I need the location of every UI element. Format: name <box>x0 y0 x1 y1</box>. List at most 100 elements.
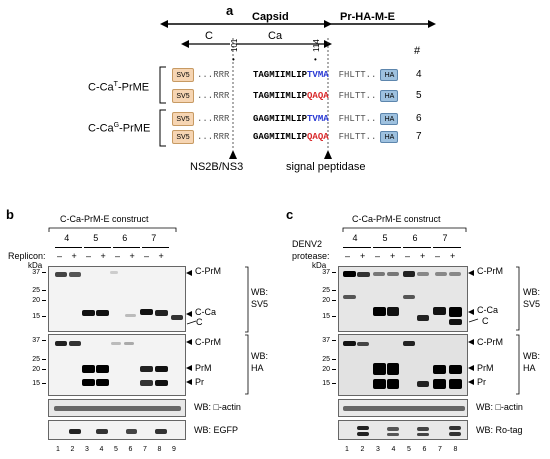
position-101: 101 <box>230 38 239 52</box>
sv5-tag: SV5 <box>172 68 194 82</box>
panel-c-sv5-bracket <box>516 266 520 331</box>
ha-tag: HA <box>380 113 399 125</box>
group-underline <box>84 247 111 248</box>
band <box>126 429 137 434</box>
panel-b-band-cprm: C-PrM <box>195 266 221 276</box>
prm-label: Pr-HA-M-E <box>340 11 395 23</box>
lane-number: 1 <box>56 446 60 453</box>
lane-number: 3 <box>376 446 380 453</box>
band <box>433 307 446 315</box>
band <box>55 272 67 277</box>
treatment-sign: – <box>435 251 441 261</box>
treatment-sign: + <box>100 251 106 261</box>
panel-b-wb-ha-1: WB: <box>251 351 268 361</box>
mw-tick <box>42 383 46 384</box>
mw-tick <box>332 290 336 291</box>
panel-b-band-cprm-ha: C-PrM <box>195 337 221 347</box>
panel-b-egfp-blot <box>48 420 186 440</box>
panel-c-sv5-arrows <box>468 270 479 323</box>
sequence-core: GAGMIIMLIP <box>253 114 308 124</box>
treatment-sign: + <box>450 251 456 261</box>
band <box>343 295 356 299</box>
panel-c-kda: kDa <box>312 261 327 270</box>
sv5-tag: SV5 <box>172 89 194 103</box>
mw-marker: 15 <box>32 313 40 320</box>
treatment-sign: – <box>86 251 92 261</box>
panel-c-construct-bracket <box>342 227 467 232</box>
panel-b-ha-arrows <box>186 339 192 385</box>
band <box>155 366 168 372</box>
band <box>417 381 429 387</box>
lane-number: 1 <box>345 446 349 453</box>
lane-number: 9 <box>172 446 176 453</box>
sequence-tail: TVMA <box>307 114 329 124</box>
construct-group-label: 6 <box>412 233 418 243</box>
panel-c-band-cca: C-Ca <box>477 305 499 315</box>
panel-b-wb-ha-2: HA <box>251 363 264 373</box>
mw-marker: 15 <box>322 313 330 320</box>
construct-group-label: 5 <box>93 233 99 243</box>
group-underline <box>113 247 140 248</box>
position-114: 114 <box>312 39 321 52</box>
panel-b-treatment-label: Replicon: <box>8 251 46 261</box>
sequence-tail: TVMA <box>307 70 329 80</box>
panel-c-ha-blot <box>338 334 468 396</box>
band <box>155 380 168 386</box>
panel-b-actin-label: WB: □-actin <box>194 402 241 412</box>
dot-101: • <box>232 55 235 64</box>
band <box>111 342 121 345</box>
band <box>403 295 415 299</box>
group2-label: C-CaG-PrME <box>88 122 150 135</box>
ha-tag: HA <box>380 69 399 81</box>
panel-c-treatment-label-2: protease: <box>292 251 330 261</box>
mw-tick <box>42 340 46 341</box>
lane-number: 8 <box>453 446 458 453</box>
band <box>449 272 461 276</box>
panel-c-band-cprm: C-PrM <box>477 266 503 276</box>
cleavage-site-lines <box>229 38 332 159</box>
band <box>387 427 399 431</box>
mw-marker: 20 <box>32 297 40 304</box>
band <box>449 432 461 436</box>
panel-c-band-pr: Pr <box>477 377 486 387</box>
panel-b-band-c: C <box>196 317 203 327</box>
mw-marker: 25 <box>322 356 330 363</box>
panel-b-wb-sv5-2: SV5 <box>251 299 269 309</box>
group1-label-end: -PrME <box>117 81 150 94</box>
band <box>449 426 461 430</box>
band <box>96 365 109 373</box>
treatment-sign: + <box>360 251 366 261</box>
ns2b-label: NS2B/NS3 <box>190 161 244 173</box>
panel-c-actin-blot <box>338 399 468 417</box>
band <box>155 429 167 434</box>
sequence-row: SV5 ...RRR GAGMIIMLIP QAQA FHLTT.. HA 7 <box>172 130 422 144</box>
panel-b-band-pr: Pr <box>195 377 204 387</box>
band <box>449 307 462 317</box>
band <box>82 365 95 373</box>
lane-number: 2 <box>70 446 75 453</box>
lane-number: 6 <box>422 446 427 453</box>
band <box>343 341 356 346</box>
lane-number: 8 <box>157 446 162 453</box>
dot-114: • <box>314 55 317 64</box>
treatment-sign: + <box>158 251 164 261</box>
band <box>140 380 153 386</box>
treatment-sign: + <box>129 251 135 261</box>
panel-c-rotag-label: WB: Ro-tag <box>476 425 523 435</box>
sv5-tag: SV5 <box>172 130 194 144</box>
band <box>124 342 134 345</box>
mw-marker: 15 <box>322 380 330 387</box>
band <box>55 341 67 346</box>
sequence-tail: QAQA <box>307 91 329 101</box>
panel-c-ha-arrows <box>468 339 474 385</box>
mw-tick <box>42 300 46 301</box>
lane-number: 4 <box>99 446 104 453</box>
group-underline <box>55 247 82 248</box>
band <box>435 272 447 276</box>
band <box>96 379 109 386</box>
treatment-sign: – <box>115 251 121 261</box>
construct-group-label: 5 <box>382 233 388 243</box>
band <box>387 363 399 375</box>
sequence-prefix: ...RRR <box>197 114 230 124</box>
band <box>82 310 95 316</box>
